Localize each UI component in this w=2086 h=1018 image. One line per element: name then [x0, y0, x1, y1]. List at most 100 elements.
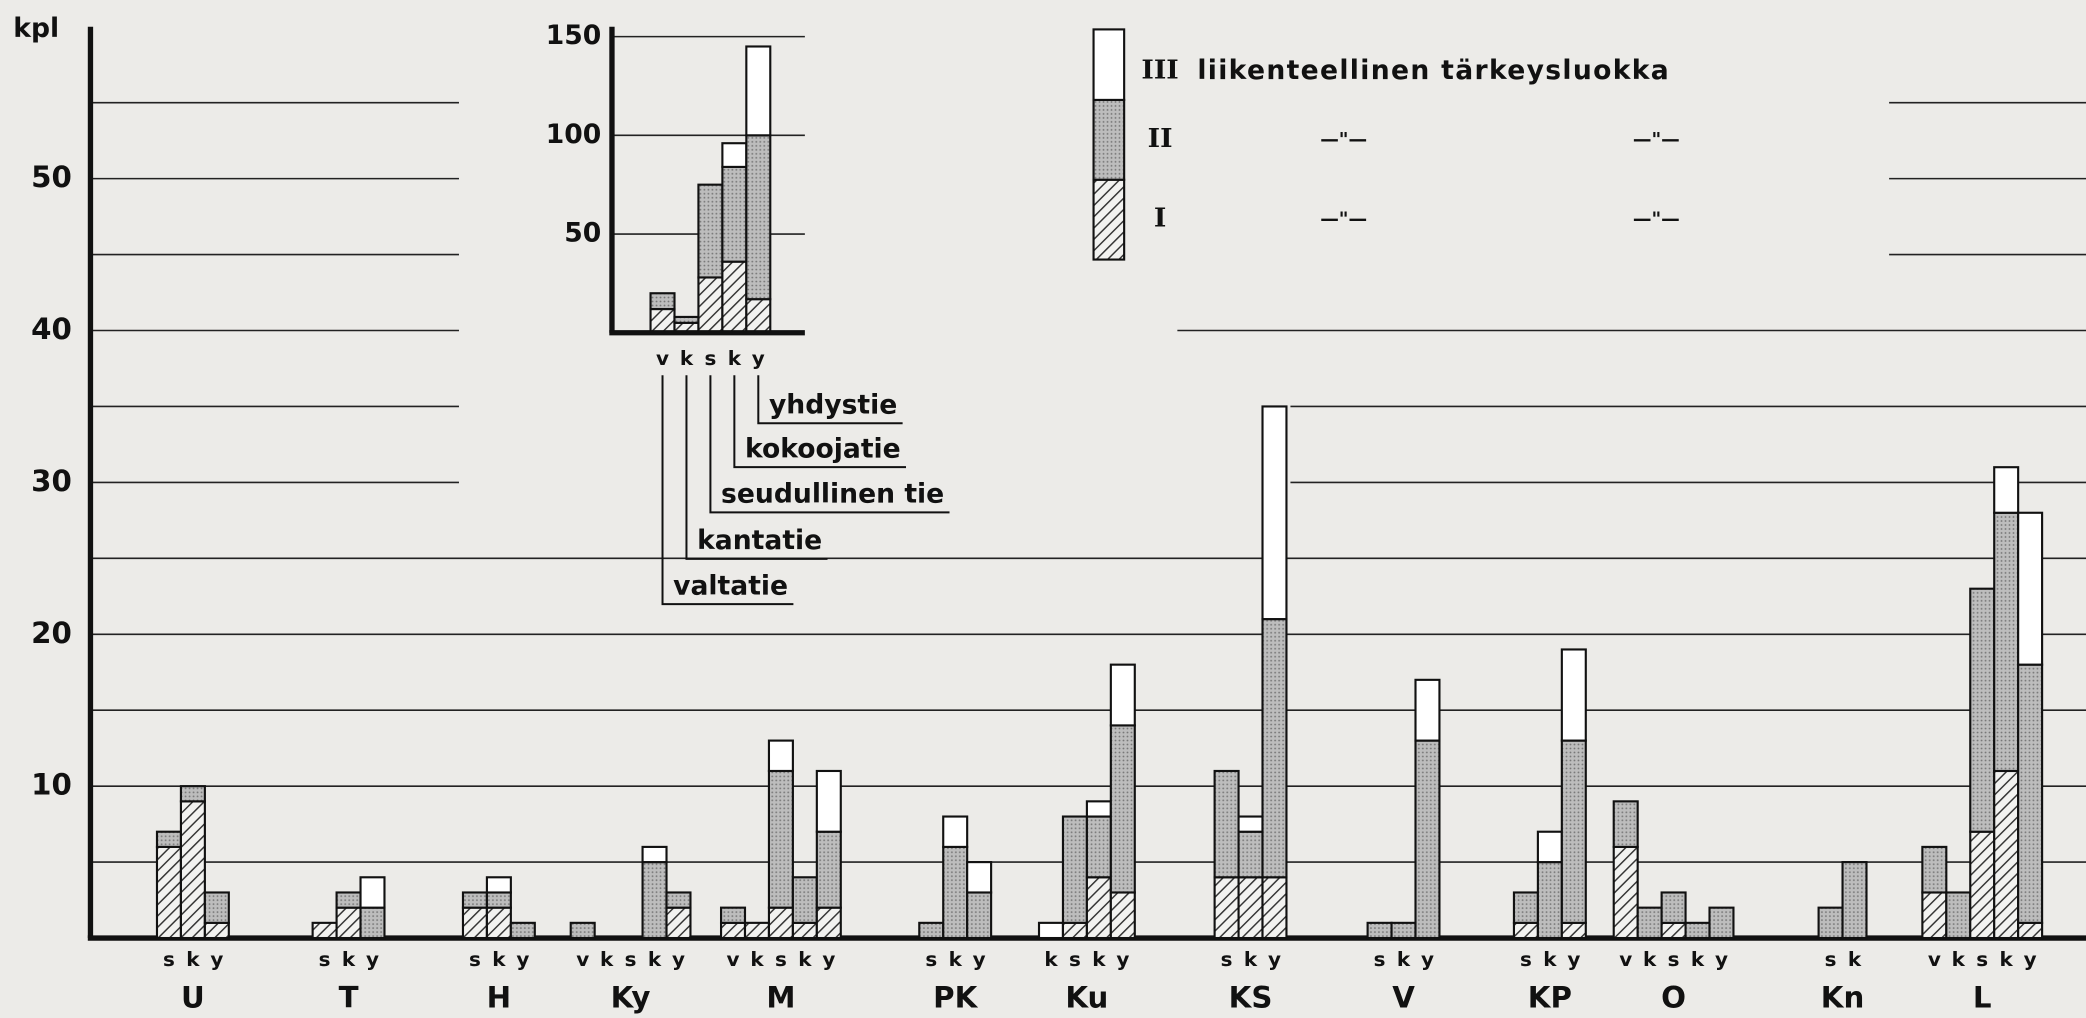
inset-y-tick-label: 150: [546, 20, 602, 51]
y-tick-label: 20: [31, 616, 72, 650]
bar-type-label: k: [186, 947, 200, 971]
bar-segment: [791, 921, 818, 940]
bar-type-label: v: [727, 947, 740, 971]
inset-y-tick-label: 100: [546, 119, 602, 150]
bar-type-label: s: [319, 947, 331, 971]
bar-segment: [697, 276, 724, 334]
bar-segment: [1061, 921, 1088, 940]
inset-bar-type-label: y: [752, 346, 765, 370]
legend-ditto: —"—: [1320, 209, 1367, 230]
bar-segment: [203, 921, 230, 940]
group-label: Ky: [611, 981, 651, 1015]
bar-type-label: k: [492, 947, 506, 971]
inset-bar-type-label: v: [656, 346, 669, 370]
bar-segment: [721, 260, 748, 334]
bar-segment: [721, 165, 748, 263]
y-tick-label: 40: [31, 312, 72, 346]
legend-label: II: [1148, 123, 1173, 154]
road-type-label: yhdystie: [769, 389, 897, 420]
bar-segment: [966, 891, 993, 940]
bar-type-label: y: [1715, 947, 1728, 971]
bar-type-label: k: [1691, 947, 1705, 971]
bar-segment: [1993, 466, 2020, 514]
legend-ditto: —"—: [1633, 209, 1680, 230]
bar-segment: [1993, 769, 2020, 940]
bar-segment: [1414, 739, 1441, 940]
bar-type-label: k: [1643, 947, 1657, 971]
bar-type-label: k: [750, 947, 764, 971]
bar-type-label: s: [1069, 947, 1081, 971]
bar-segment: [1085, 800, 1112, 818]
bar-segment: [1213, 769, 1240, 879]
legend-swatch: [1092, 98, 1126, 181]
bar-segment: [942, 815, 969, 848]
bar-type-label: k: [1244, 947, 1258, 971]
y-tick-label: 10: [31, 768, 72, 802]
legend-text: liikenteellinen tärkeysluokka: [1197, 55, 1670, 86]
bar-segment: [942, 845, 969, 940]
bar-segment: [767, 739, 794, 773]
bar-segment: [745, 298, 772, 334]
bar-segment: [1109, 663, 1136, 727]
bar-type-label: k: [949, 947, 963, 971]
bar-segment: [1414, 678, 1441, 742]
group-label: Ku: [1065, 981, 1108, 1015]
bar-segment: [1993, 511, 2020, 773]
inset-bar-type-label: k: [728, 346, 742, 370]
bar-type-label: k: [648, 947, 662, 971]
bar-segment: [2017, 511, 2044, 666]
bar-type-label: k: [798, 947, 812, 971]
road-type-label: kantatie: [697, 525, 822, 556]
bar-segment: [359, 906, 386, 940]
group-label: L: [1973, 981, 1992, 1015]
legend-swatch: [1092, 28, 1126, 101]
bar-segment: [1560, 739, 1587, 924]
group-label: O: [1661, 981, 1686, 1015]
bar-segment: [641, 845, 668, 864]
group-label: V: [1392, 981, 1415, 1015]
road-type-leader: [757, 375, 903, 425]
bar-segment: [311, 921, 338, 940]
bar-segment: [1636, 906, 1663, 940]
bar-segment: [721, 142, 748, 168]
bar-type-label: v: [576, 947, 589, 971]
bar-type-label: s: [1976, 947, 1988, 971]
inset-bar-type-label: k: [680, 346, 694, 370]
bar-segment: [1512, 921, 1539, 940]
bar-segment: [2017, 663, 2044, 924]
bar-type-label: s: [1374, 947, 1386, 971]
bar-type-label: y: [1268, 947, 1281, 971]
bar-segment: [509, 921, 536, 940]
bar-segment: [179, 785, 206, 803]
bar-segment: [767, 906, 794, 940]
bar-type-label: k: [342, 947, 356, 971]
bar-segment: [1921, 845, 1948, 894]
bar-type-label: y: [822, 947, 835, 971]
bar-type-label: y: [1116, 947, 1129, 971]
inset-bar-type-label: s: [704, 346, 716, 370]
bar-segment: [335, 891, 362, 909]
bar-type-label: y: [1421, 947, 1434, 971]
bar-segment: [1237, 815, 1264, 833]
road-type-leader: [661, 375, 794, 606]
group-label: KS: [1229, 981, 1273, 1015]
group-label: PK: [933, 981, 978, 1015]
bar-segment: [665, 906, 692, 940]
bar-segment: [1841, 861, 1868, 940]
bar-segment: [1817, 906, 1844, 940]
y-tick-label: 50: [31, 160, 72, 194]
bar-segment: [815, 769, 842, 833]
bar-type-label: v: [1928, 947, 1941, 971]
bar-segment: [1261, 405, 1288, 621]
bar-segment: [203, 891, 230, 924]
bar-segment: [359, 876, 386, 909]
bar-type-label: k: [1397, 947, 1411, 971]
bar-type-label: y: [973, 947, 986, 971]
bar-type-label: y: [516, 947, 529, 971]
road-type-leader: [709, 375, 950, 514]
bar-segment: [1660, 891, 1687, 924]
bar-segment: [1969, 587, 1996, 833]
bar-segment: [1390, 921, 1417, 940]
legend-label: I: [1154, 203, 1166, 234]
bar-segment: [1560, 921, 1587, 940]
